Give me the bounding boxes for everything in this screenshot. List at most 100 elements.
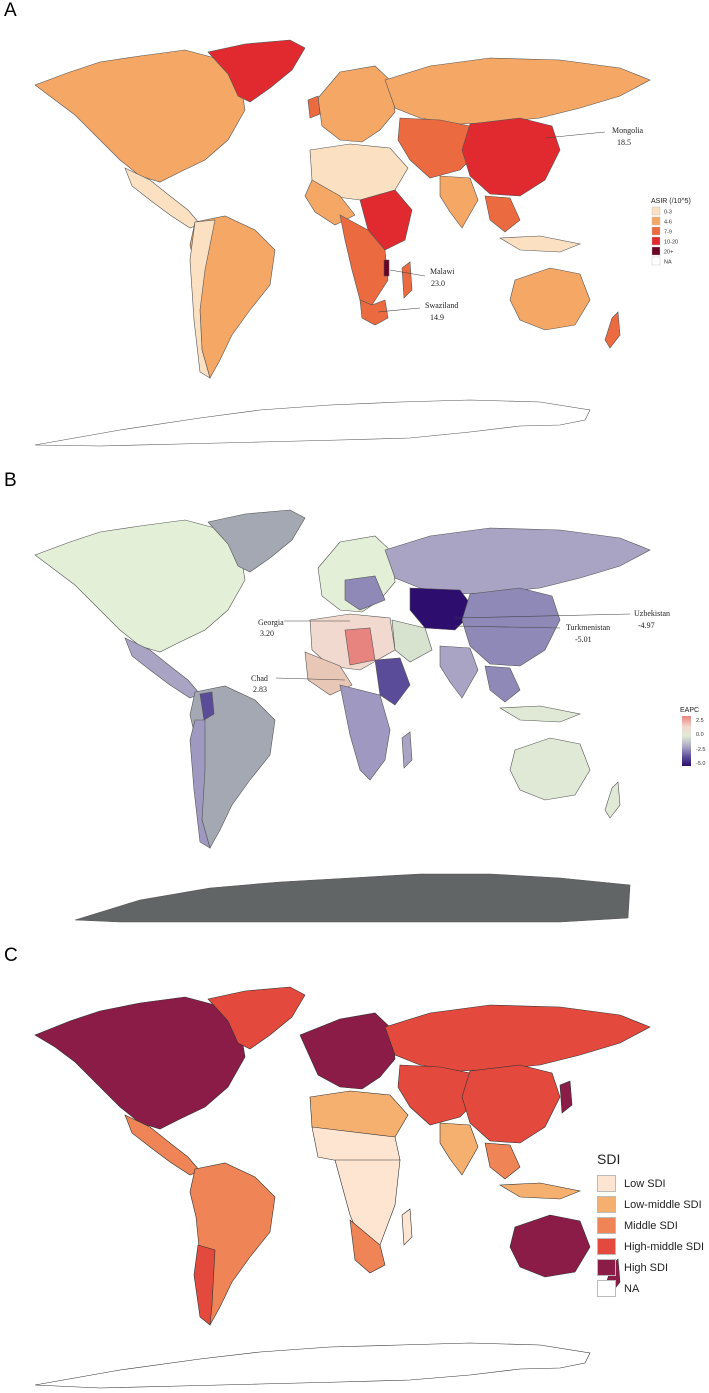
region-north-america — [34, 996, 246, 1130]
annot-uzbekistan-name: Uzbekistan — [634, 609, 670, 618]
legend-asir-swatch — [651, 246, 661, 256]
annotations-b: Uzbekistan -4.97 Georgia 3.20 Turkmenist… — [251, 609, 670, 694]
legend-sdi-label: Low-middle SDI — [624, 1198, 702, 1211]
legend-sdi-swatch — [597, 1175, 616, 1192]
panel-letter-b: B — [4, 470, 17, 491]
legend-sdi-label: NA — [624, 1282, 640, 1295]
legend-sdi-title: SDI — [597, 1151, 621, 1167]
region-indonesia — [498, 705, 582, 723]
annot-mongolia-value: 18.5 — [617, 138, 631, 147]
legend-asir-label: 20+ — [664, 250, 673, 256]
annot-malawi-value: 23.0 — [431, 279, 445, 288]
legend-sdi-swatch — [597, 1238, 616, 1255]
annot-malawi-name: Malawi — [430, 267, 455, 276]
region-central-asia — [409, 587, 476, 631]
legend-sdi-swatch — [597, 1217, 616, 1234]
world-map-sdi — [34, 986, 651, 1389]
annot-swaziland-name: Swaziland — [425, 301, 458, 310]
region-chad — [344, 627, 376, 666]
region-andes — [189, 719, 211, 849]
region-new-zealand — [604, 781, 621, 819]
region-china — [461, 117, 561, 197]
legend-asir-label: 4-6 — [664, 220, 672, 226]
region-indonesia — [498, 235, 582, 253]
annot-georgia-value: 3.20 — [260, 629, 274, 638]
legend-sdi-item: Middle SDI — [597, 1215, 704, 1236]
region-europe — [299, 1012, 396, 1090]
legend-eapc-tick-neg5: -5.0 — [696, 761, 705, 767]
legend-asir-swatch — [651, 226, 661, 236]
legend-eapc-title: EAPC — [680, 707, 699, 714]
legend-eapc: EAPC 2.5 0.0 -2.5 -5.0 — [680, 707, 705, 767]
region-north-america — [34, 49, 246, 183]
region-greenland — [207, 986, 306, 1050]
legend-sdi-swatch — [597, 1280, 616, 1297]
annot-turkmenistan-name: Turkmenistan — [566, 623, 610, 632]
legend-sdi-swatch — [597, 1259, 616, 1276]
panel-b-eapc-map: B — [0, 470, 709, 940]
panel-a-asir-map: A — [0, 0, 709, 462]
panel-letter-a: A — [4, 0, 17, 21]
region-se-asia — [484, 195, 521, 233]
legend-eapc-gradient — [682, 716, 691, 766]
region-greenland — [207, 39, 306, 103]
legend-sdi-swatch — [597, 1196, 616, 1213]
legend-asir-swatch — [651, 216, 661, 226]
legend-asir-label: 7-9 — [664, 230, 672, 236]
region-chile-argentina — [193, 1244, 216, 1326]
legend-asir-label: 0-3 — [664, 210, 672, 216]
region-uk — [307, 95, 321, 119]
region-colombia — [199, 691, 215, 721]
panel-letter-c: C — [4, 945, 18, 966]
region-central-asia — [397, 1064, 481, 1126]
legend-sdi-item: High-middle SDI — [597, 1236, 704, 1257]
legend-sdi-label: Low SDI — [624, 1177, 666, 1190]
annot-uzbekistan-value: -4.97 — [638, 621, 655, 630]
legend-asir-swatch — [651, 256, 661, 266]
region-japan — [559, 1080, 573, 1114]
region-russia — [384, 1004, 651, 1072]
world-map-eapc: EAPC 2.5 0.0 -2.5 -5.0 Uzbekistan -4.97 … — [34, 509, 705, 923]
legend-sdi-item: NA — [597, 1278, 704, 1299]
annot-georgia-name: Georgia — [258, 618, 284, 627]
region-east-europe — [344, 575, 386, 611]
region-andes — [189, 219, 216, 379]
region-australia — [509, 267, 591, 331]
annot-turkmenistan-value: -5.01 — [575, 635, 592, 644]
region-north-america — [34, 519, 246, 653]
legend-sdi-label: High-middle SDI — [624, 1240, 705, 1253]
legend-sdi-item: High SDI — [597, 1257, 704, 1278]
region-russia — [384, 57, 651, 125]
legend-sdi-label: High SDI — [624, 1261, 669, 1274]
legend-sdi-item: Low SDI — [597, 1173, 704, 1194]
legend-asir-label: NA — [664, 260, 672, 266]
region-malawi — [383, 259, 390, 277]
legend-asir-title: ASIR (/10^5) — [651, 198, 691, 205]
legend-eapc-tick-neg2.5: -2.5 — [696, 747, 705, 753]
region-europe — [317, 65, 396, 143]
region-madagascar — [401, 1208, 413, 1246]
region-india — [439, 1122, 479, 1176]
annot-chad-name: Chad — [251, 674, 268, 683]
region-india — [439, 645, 479, 699]
legend-eapc-tick-0: 0.0 — [696, 732, 704, 738]
legend-sdi-label: Middle SDI — [624, 1219, 678, 1232]
annot-chad-value: 2.83 — [253, 685, 267, 694]
region-australia — [509, 1214, 591, 1278]
region-antarctica — [34, 399, 591, 447]
legend-asir-label: 10-20 — [664, 240, 678, 246]
annot-swaziland-value: 14.9 — [430, 313, 444, 322]
legend-eapc-tick-2.5: 2.5 — [696, 718, 704, 724]
region-southern-africa — [359, 299, 389, 326]
region-china — [461, 1064, 561, 1144]
region-se-asia — [484, 1142, 521, 1180]
legend-asir-swatch — [651, 236, 661, 246]
region-russia — [384, 527, 651, 595]
region-indonesia — [498, 1182, 582, 1200]
region-se-asia — [484, 665, 521, 703]
region-central-asia — [397, 117, 481, 179]
region-australia — [509, 737, 591, 801]
region-new-zealand — [604, 311, 621, 349]
panel-c-sdi-map: C SDI Low SDI Low-middle SD — [0, 945, 709, 1393]
region-madagascar — [401, 731, 413, 769]
